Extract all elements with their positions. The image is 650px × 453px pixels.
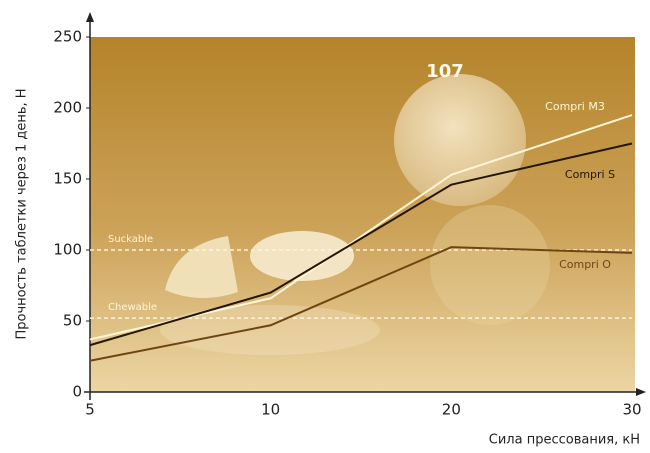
x-tick-label: 10 <box>261 401 280 419</box>
y-tick-label: 200 <box>53 99 82 117</box>
y-tick-label: 250 <box>53 28 82 46</box>
tablet-imprint: 107 <box>426 61 464 82</box>
y-tick-label: 0 <box>72 383 82 401</box>
x-tick-label: 20 <box>442 401 461 419</box>
y-tick-label: 100 <box>53 241 82 259</box>
x-axis-title: Сила прессования, кН <box>489 433 640 448</box>
series-label: Compri O <box>559 258 611 271</box>
tablet-piece <box>165 236 238 299</box>
tablet-dust <box>160 305 380 355</box>
x-axis-arrow <box>636 388 646 396</box>
series-label: Compri M3 <box>545 100 605 113</box>
tablet-piece <box>250 231 354 281</box>
series-label: Compri S <box>565 168 615 181</box>
y-tick-label: 150 <box>53 170 82 188</box>
y-tick-label: 50 <box>63 312 82 330</box>
y-axis-title: Прочность таблетки через 1 день, Н <box>15 88 30 339</box>
reference-label: Chewable <box>108 302 157 313</box>
reference-label: Suckable <box>108 234 153 245</box>
x-tick-label: 30 <box>622 401 641 419</box>
tablet-reflection <box>430 205 550 325</box>
series-line <box>89 246 633 362</box>
plot-background <box>90 37 635 392</box>
x-tick-label: 5 <box>85 401 95 419</box>
series-line <box>89 142 633 347</box>
tablet-image <box>394 74 526 206</box>
y-axis-arrow <box>86 12 94 22</box>
